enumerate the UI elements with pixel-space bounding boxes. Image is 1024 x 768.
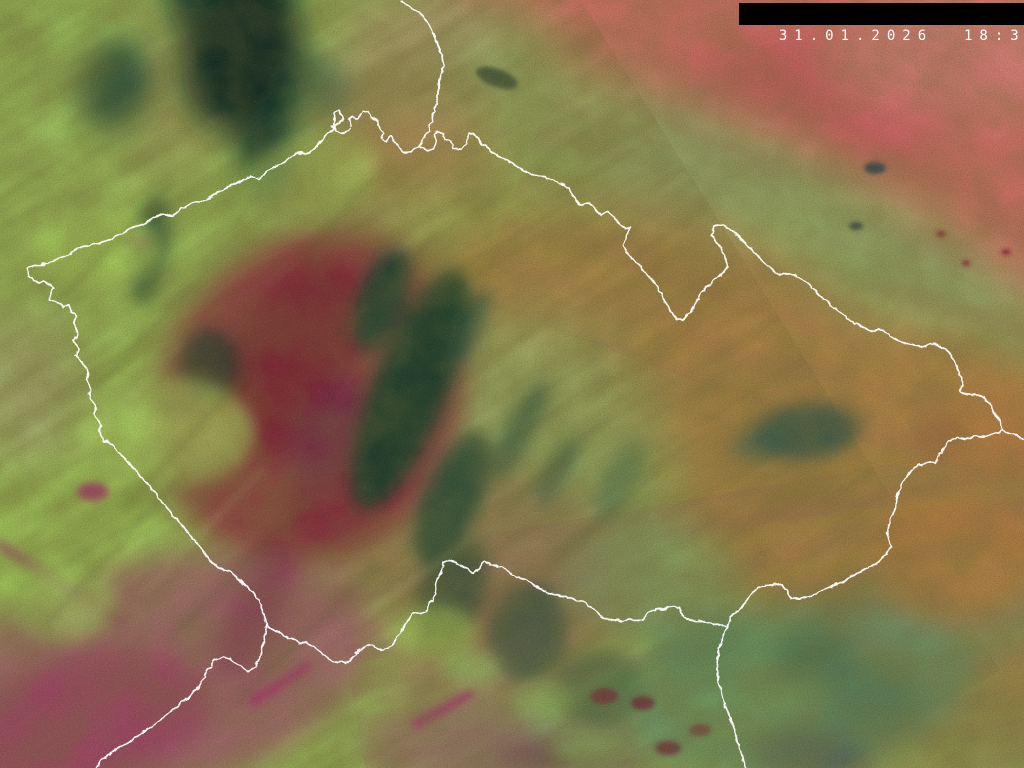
german-polish-border	[399, 0, 444, 146]
poland-slovakia-border	[1001, 427, 1024, 442]
timestamp-overlay: 31.01.2026 18:39	[739, 3, 1024, 44]
germany-austria-border	[93, 623, 267, 768]
timestamp-text: 31.01.2026 18:39	[778, 28, 1024, 44]
country-borders	[25, 0, 1024, 768]
austria-slovakia-border	[715, 625, 745, 768]
czech-republic-border	[25, 109, 1003, 663]
